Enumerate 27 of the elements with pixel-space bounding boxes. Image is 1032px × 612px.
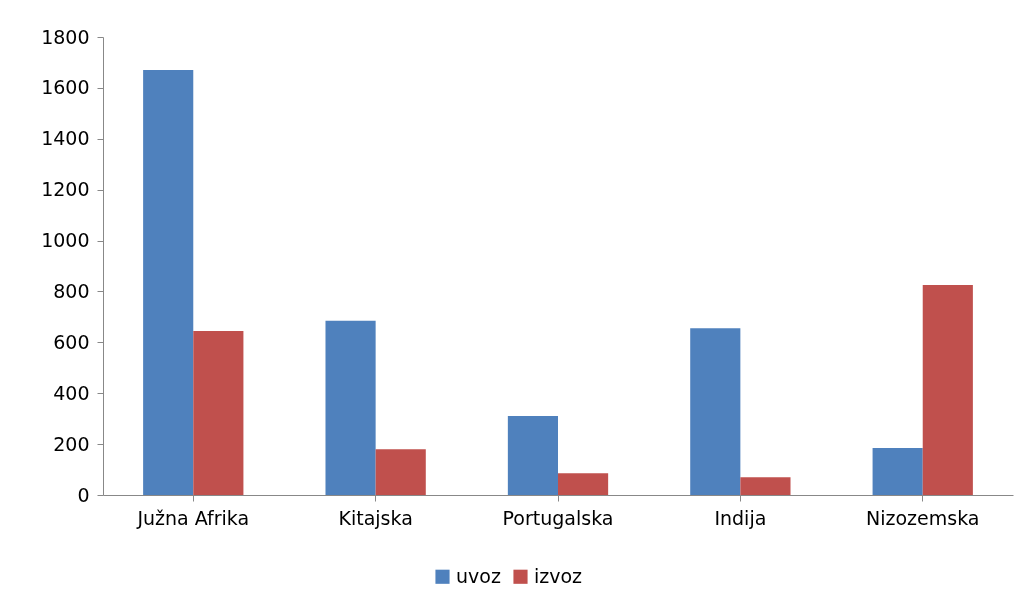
bar <box>507 416 558 495</box>
y-tick-label: 1000 <box>41 229 90 252</box>
bar <box>922 285 973 495</box>
bar <box>193 330 244 495</box>
y-tick-label: 1200 <box>41 178 90 201</box>
y-tick-label: 600 <box>53 330 90 353</box>
y-tick-label: 1400 <box>41 127 90 150</box>
bar <box>690 328 741 495</box>
y-tick-label: 400 <box>53 381 90 404</box>
bar <box>143 70 194 495</box>
y-tick-label: 200 <box>53 432 90 455</box>
x-tick-label: Južna Afrika <box>136 506 250 529</box>
legend-label: uvoz <box>456 564 501 587</box>
y-tick-label: 0 <box>77 483 90 506</box>
legend-label: izvoz <box>534 564 583 587</box>
bar <box>558 473 609 495</box>
x-tick-label: Portugalska <box>502 506 614 529</box>
y-tick-label: 1800 <box>41 25 90 48</box>
x-tick-label: Indija <box>714 506 767 529</box>
bar <box>325 320 376 495</box>
bar <box>740 477 791 495</box>
y-tick-label: 800 <box>53 279 90 302</box>
x-tick-label: Nizozemska <box>865 506 980 529</box>
bar <box>375 449 426 495</box>
bar <box>872 447 923 495</box>
x-tick-label: Kitajska <box>338 506 413 529</box>
y-tick-label: 1600 <box>41 76 90 99</box>
